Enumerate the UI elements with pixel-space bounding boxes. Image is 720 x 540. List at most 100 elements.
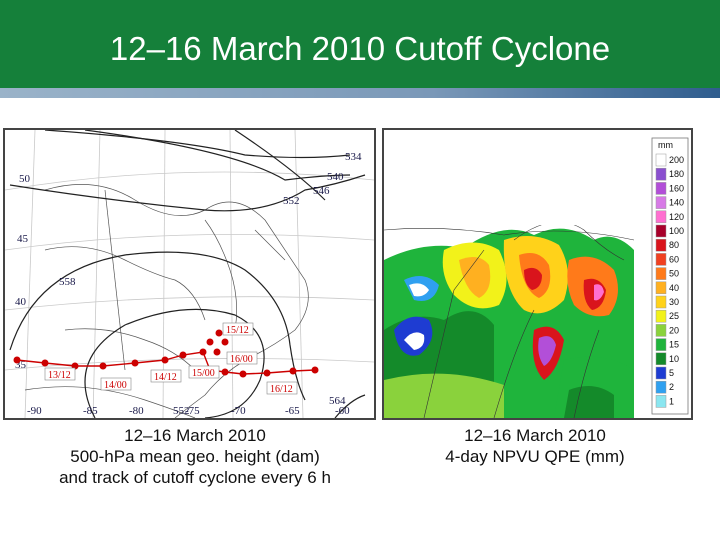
legend-unit: mm xyxy=(658,140,673,150)
legend-swatch xyxy=(655,238,667,252)
lon-label: -90 xyxy=(27,405,42,417)
contour-label: 534 xyxy=(345,151,362,163)
lon-label: -60 xyxy=(335,405,350,417)
lon-label: -65 xyxy=(285,405,300,417)
legend-label: 30 xyxy=(669,297,679,307)
legend-swatch xyxy=(655,196,667,209)
track-point xyxy=(221,368,229,376)
caption-line: 4-day NPVU QPE (mm) xyxy=(445,447,625,466)
precip-field xyxy=(384,228,634,418)
track-label: 14/12 xyxy=(154,372,177,383)
legend-label: 160 xyxy=(669,183,684,193)
track-point xyxy=(213,348,221,356)
legend-swatch xyxy=(655,366,667,380)
legend-label: 200 xyxy=(669,155,684,165)
legend-swatch xyxy=(655,309,667,323)
lat-label: 40 xyxy=(15,296,27,308)
track-point xyxy=(206,338,214,346)
legend-swatch xyxy=(655,224,667,238)
legend-label: 25 xyxy=(669,311,679,321)
legend-label: 120 xyxy=(669,212,684,222)
right-caption: 12–16 March 2010 4-day NPVU QPE (mm) xyxy=(400,425,670,467)
title-bar: 12–16 March 2010 Cutoff Cyclone xyxy=(0,0,720,88)
qpe-map: mm 200 180 160 140 120 100 80 60 50 40 30 25 20 15 10 5… xyxy=(382,128,693,420)
legend-swatch xyxy=(655,182,667,195)
track-label: 14/00 xyxy=(104,380,127,391)
legend-label: 2 xyxy=(669,382,674,392)
legend-label: 180 xyxy=(669,169,684,179)
legend-label: 1 xyxy=(669,396,674,406)
height-track-map: 50 45 40 35 -90 -85 -80 -75 -70 -65 -60 … xyxy=(3,128,376,420)
lon-labels: -90 -85 -80 -75 -70 -65 -60 xyxy=(27,405,350,417)
height-map-svg: 50 45 40 35 -90 -85 -80 -75 -70 -65 -60 … xyxy=(5,130,374,418)
lat-label: 50 xyxy=(19,173,31,185)
qpe-borders xyxy=(384,221,635,418)
track-line xyxy=(16,351,316,375)
legend-label: 140 xyxy=(669,198,684,208)
legend-swatch xyxy=(655,295,667,309)
track-point xyxy=(13,356,21,364)
lat-labels: 50 45 40 35 xyxy=(15,173,31,371)
legend-label: 20 xyxy=(669,325,679,335)
qpe-map-svg: mm 200 180 160 140 120 100 80 60 50 40 30 25 20 15 10 5… xyxy=(384,130,691,418)
legend-swatch xyxy=(655,380,667,394)
caption-line: 12–16 March 2010 xyxy=(464,426,606,445)
track-label: 15/00 xyxy=(192,368,215,379)
track-point xyxy=(311,366,319,374)
lon-label: -75 xyxy=(185,405,200,417)
legend-swatch xyxy=(655,267,667,280)
legend-swatch xyxy=(655,153,667,167)
track-label: 16/00 xyxy=(230,354,253,365)
contour-label: 546 xyxy=(313,185,330,197)
legend-label: 100 xyxy=(669,226,684,236)
track-point xyxy=(263,369,271,377)
legend-swatch xyxy=(655,167,667,181)
caption-line: and track of cutoff cyclone every 6 h xyxy=(59,468,331,487)
caption-line: 500-hPa mean geo. height (dam) xyxy=(70,447,320,466)
caption-line: 12–16 March 2010 xyxy=(124,426,266,445)
track-point xyxy=(131,359,139,367)
legend-label: 50 xyxy=(669,269,679,279)
legend-swatch xyxy=(655,253,667,266)
legend-swatch xyxy=(655,324,667,337)
contour-label: 552 xyxy=(173,405,190,417)
contour-label: 552 xyxy=(283,195,300,207)
contour-label: 540 xyxy=(327,171,344,183)
precip-legend: mm 200 180 160 140 120 100 80 60 50 40 30 25 20 15 10 5… xyxy=(651,137,689,415)
lon-label: -70 xyxy=(231,405,246,417)
contour-label: 564 xyxy=(329,395,346,407)
legend-swatch xyxy=(655,338,667,351)
lat-label: 35 xyxy=(15,359,27,371)
left-caption: 12–16 March 2010 500-hPa mean geo. heigh… xyxy=(20,425,370,488)
track-label: 13/12 xyxy=(48,370,71,381)
track-point xyxy=(41,359,49,367)
track-point xyxy=(199,348,207,356)
track-point xyxy=(161,356,169,364)
contour-label: 558 xyxy=(59,276,76,288)
track-point xyxy=(99,362,107,370)
height-contours xyxy=(9,130,366,418)
track-point xyxy=(215,329,223,337)
unshaded-region xyxy=(384,130,634,225)
track-point xyxy=(221,338,229,346)
contour-labels: 534 540 546 552 558 552 564 xyxy=(59,151,362,417)
slide-title: 12–16 March 2010 Cutoff Cyclone xyxy=(109,30,611,67)
legend-label: 15 xyxy=(669,340,679,350)
legend-label: 80 xyxy=(669,240,679,250)
legend-swatch xyxy=(655,281,667,295)
legend-swatch xyxy=(655,352,667,366)
coastlines xyxy=(24,184,309,418)
title-underline-stripe xyxy=(0,88,720,98)
track-point xyxy=(289,367,297,375)
legend-label: 40 xyxy=(669,283,679,293)
legend-label: 10 xyxy=(669,354,679,364)
legend-swatch xyxy=(655,395,667,408)
track-point xyxy=(179,351,187,359)
lon-label: -80 xyxy=(129,405,144,417)
legend-label: 5 xyxy=(669,368,674,378)
lat-label: 45 xyxy=(17,233,29,245)
track-label: 15/12 xyxy=(226,325,249,336)
legend-label: 60 xyxy=(669,254,679,264)
track-point xyxy=(239,370,247,378)
legend-swatch xyxy=(655,210,667,224)
